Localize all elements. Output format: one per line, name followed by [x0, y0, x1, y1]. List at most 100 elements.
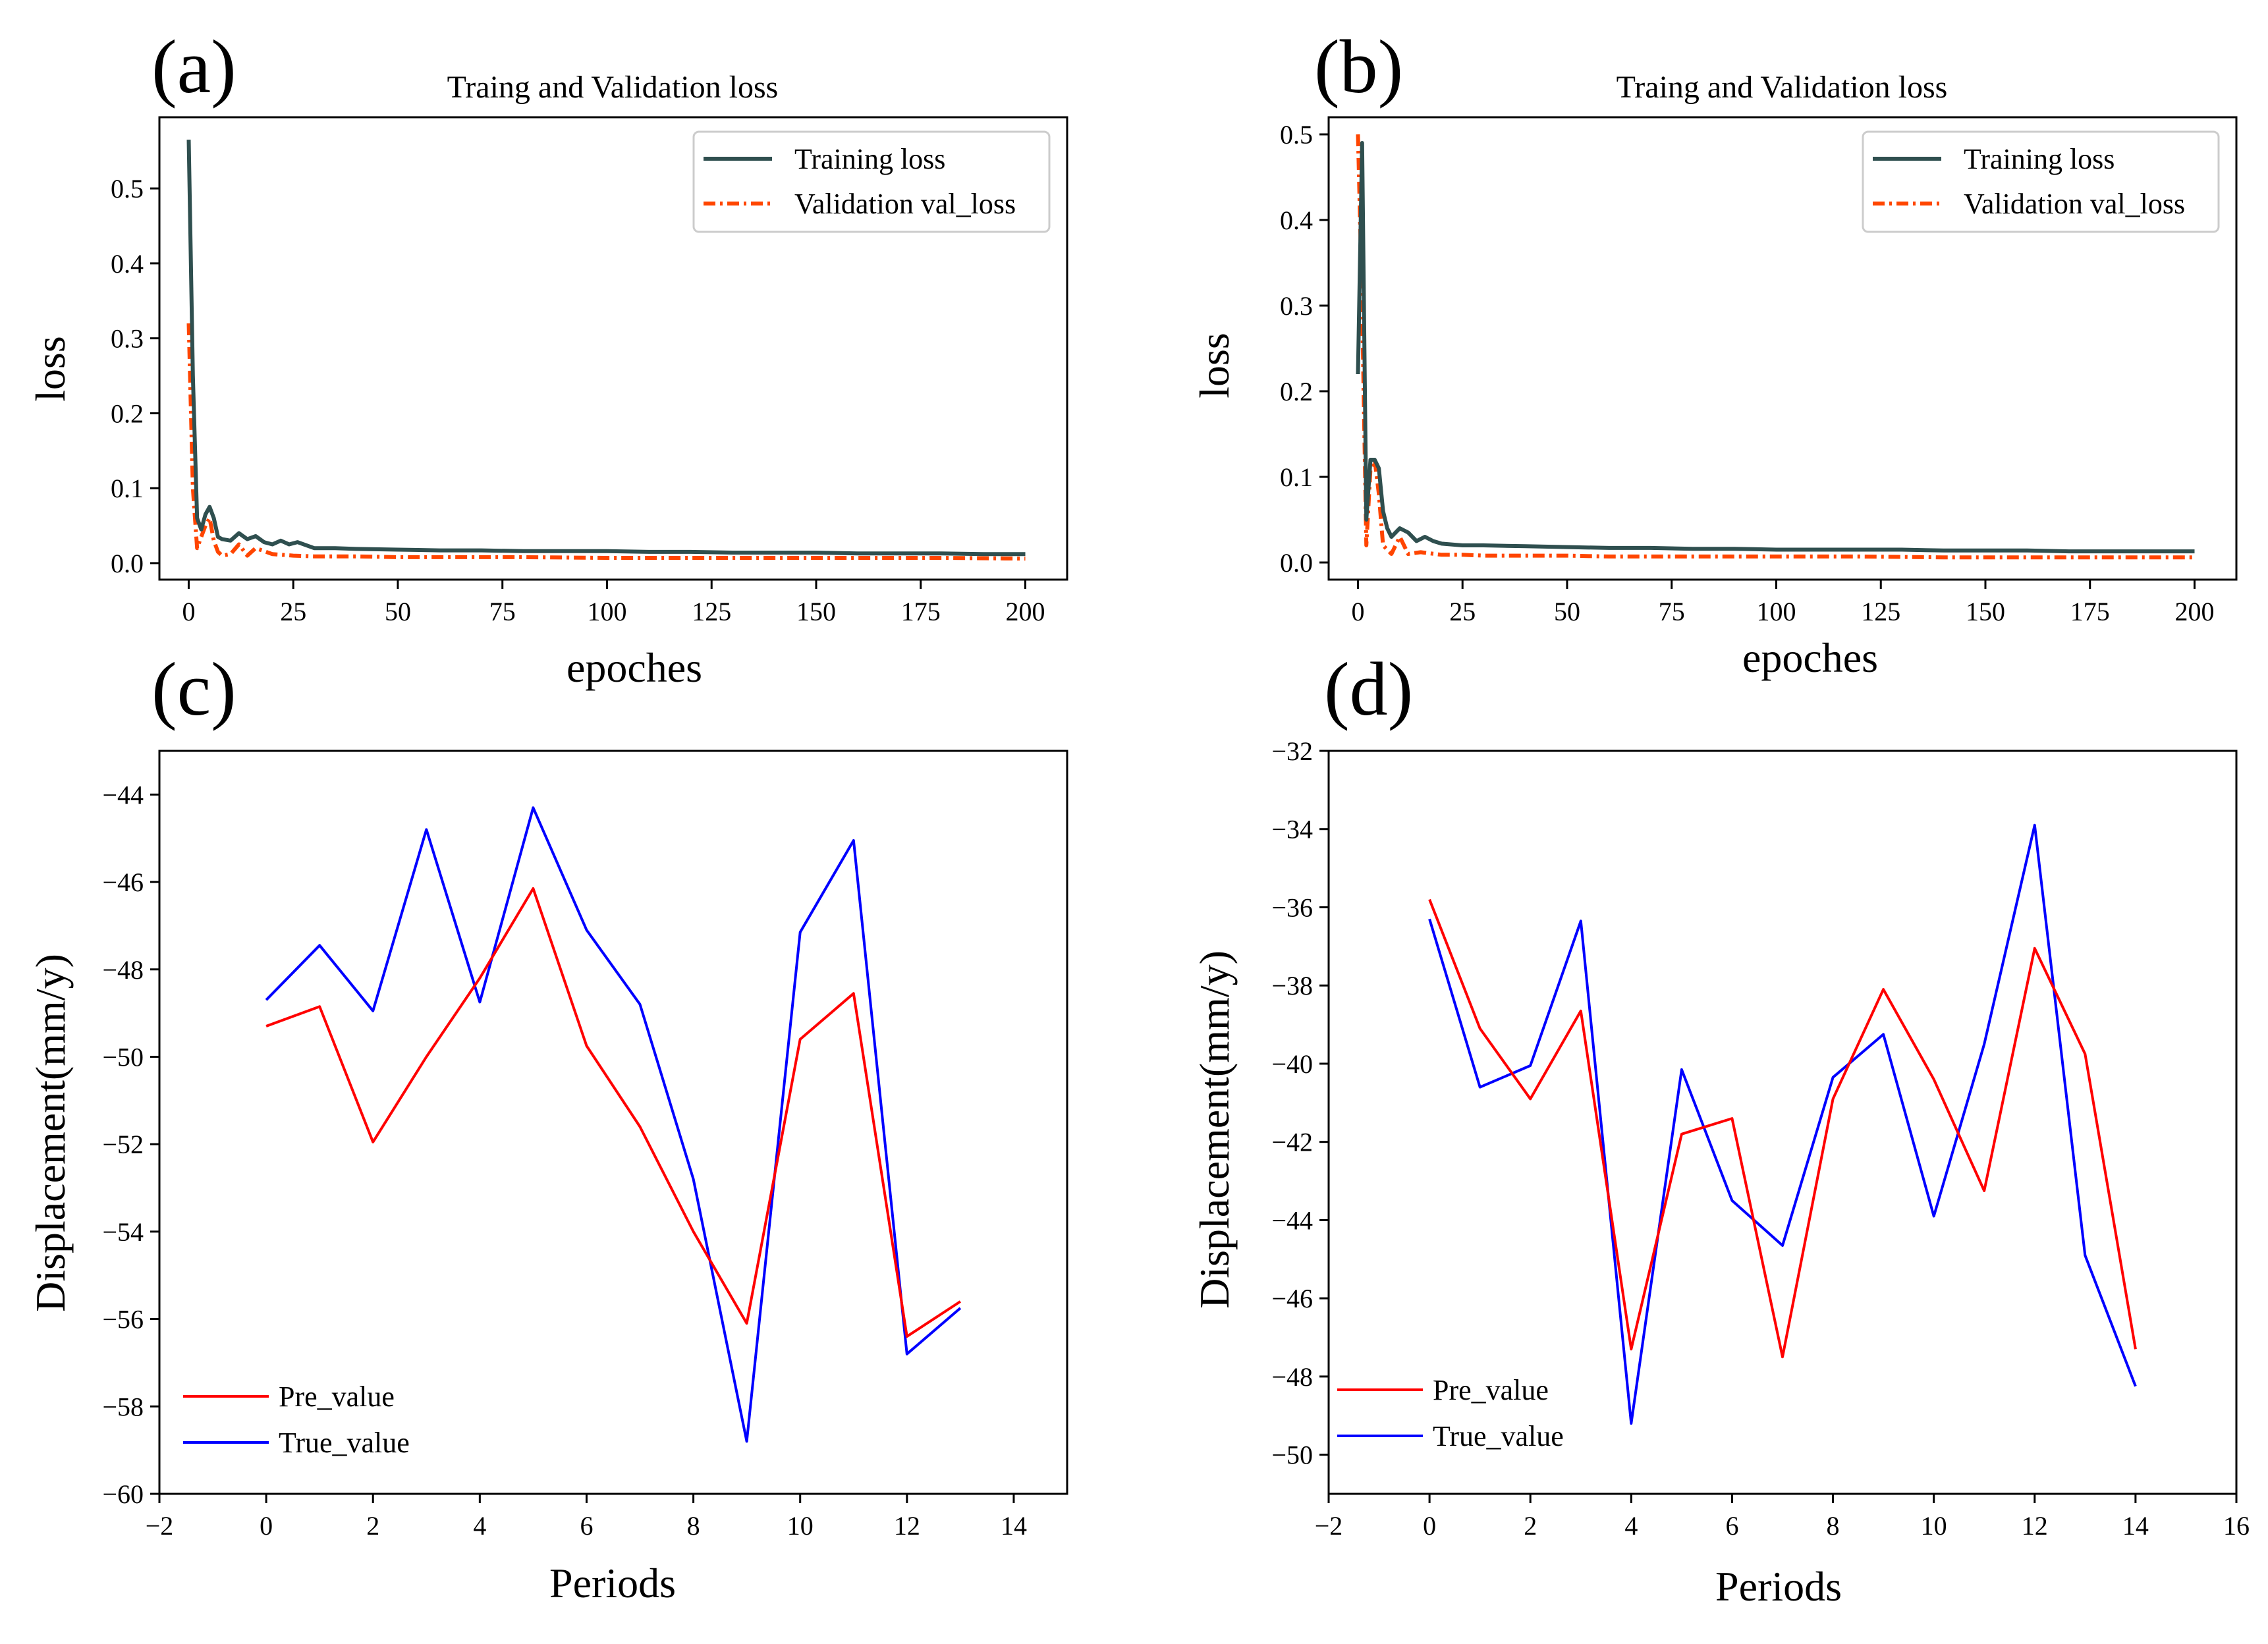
panel-a-xtick-label: 175	[901, 597, 941, 626]
panel-d-xlabel: Periods	[1715, 1563, 1842, 1610]
panel-b-ytick-label: 0.3	[1280, 291, 1313, 321]
panel-b-xtick-label: 50	[1554, 597, 1580, 626]
panel-b-xtick-label: 100	[1756, 597, 1796, 626]
panel-c-ytick-label: −48	[102, 955, 144, 985]
panel-c-ytick-label: −50	[102, 1042, 144, 1072]
panel-b-legend-box	[1862, 130, 2220, 233]
panel-d-ytick-label: −32	[1271, 736, 1313, 766]
panel-c-ylabel: Displacement(mm/y)	[27, 954, 74, 1312]
panel-d-xtick-label: −2	[1315, 1511, 1343, 1541]
panel-a-xtick-label: 75	[489, 597, 516, 626]
panel-d-ylabel: Displacement(mm/y)	[1191, 950, 1238, 1309]
panel-c-ytick-label: −60	[102, 1479, 144, 1509]
panel-b-label: (b)	[1314, 25, 1403, 109]
panel-b-legend-label-training: Training loss	[1964, 143, 2115, 175]
panel-c-xtick-label: −2	[146, 1511, 174, 1541]
panel-d-ytick-label: −48	[1271, 1362, 1313, 1392]
panel-d-ytick-label: −42	[1271, 1128, 1313, 1157]
panel-b-xtick-label: 25	[1449, 597, 1476, 626]
panel-d-series-true-value	[1428, 823, 2137, 1425]
panel-a-ytick-label: 0.2	[111, 398, 144, 428]
panel-a-xtick-label: 25	[280, 597, 306, 626]
panel-c-xtick-label: 2	[366, 1511, 379, 1541]
panel-a-xtick-label: 0	[182, 597, 195, 626]
panel-d-xtick-label: 16	[2223, 1511, 2250, 1541]
panel-d-ytick-label: −38	[1271, 971, 1313, 1000]
panel-a-xtick-label: 200	[1005, 597, 1045, 626]
panel-c-ytick-label: −56	[102, 1305, 144, 1334]
panel-d-xtick-label: 8	[1827, 1511, 1840, 1541]
panel-a-xtick-label: 150	[796, 597, 836, 626]
panel-b-xlabel: epoches	[1742, 634, 1878, 681]
panel-a-xlabel: epoches	[567, 644, 702, 691]
panel-b-ylabel: loss	[1191, 333, 1238, 398]
panel-c-xtick-label: 12	[894, 1511, 920, 1541]
panel-a-xtick-label: 100	[587, 597, 626, 626]
panel-d-legend-label-pre: Pre_value	[1433, 1374, 1549, 1406]
panel-c-series-true-value	[265, 806, 962, 1443]
panel-b-title: Traing and Validation loss	[1617, 70, 1948, 105]
panel-b-xtick-label: 0	[1351, 597, 1364, 626]
panel-b-ytick-label: 0.4	[1280, 206, 1313, 235]
panel-c-ytick-label: −52	[102, 1130, 144, 1159]
panel-c-legend: Pre_value True_value	[183, 1381, 410, 1459]
panel-d-ytick-label: −36	[1271, 892, 1313, 922]
panel-b-ytick-label: 0.0	[1280, 548, 1313, 578]
panel-a-xtick-label: 50	[385, 597, 411, 626]
panel-c-legend-label-pre: Pre_value	[279, 1381, 395, 1413]
panel-d-plot-frame	[1327, 750, 2238, 1495]
panel-b-xtick-label: 75	[1659, 597, 1685, 626]
panel-b-series-validation-val-loss	[1356, 134, 2195, 560]
panel-a-xtick-label: 125	[692, 597, 731, 626]
panel-a-ytick-label: 0.3	[111, 324, 144, 354]
panel-d-ytick-label: −44	[1271, 1205, 1313, 1235]
panel-d-ytick-label: −34	[1271, 815, 1313, 844]
panel-a-legend-label-validation: Validation val_loss	[794, 188, 1016, 220]
panel-c-ytick-label: −54	[102, 1217, 144, 1247]
panel-c-ytick-label: −58	[102, 1392, 144, 1421]
panel-d-xtick-label: 10	[1921, 1511, 1947, 1541]
panel-c-series-pre-value	[265, 887, 961, 1338]
panel-c-xtick-label: 6	[580, 1511, 593, 1541]
panel-b-xtick-label: 200	[2174, 597, 2214, 626]
panel-b-ytick-label: 0.2	[1280, 377, 1313, 406]
panel-c-xtick-label: 14	[1001, 1511, 1027, 1541]
panel-a-legend-label-training: Training loss	[794, 143, 945, 175]
panel-d-label: (d)	[1324, 647, 1413, 732]
panel-c: (c) Periods Displacement(mm/y) Pre_value…	[27, 647, 1068, 1606]
panel-a-series-validation-val-loss	[186, 323, 1026, 561]
panel-c-xtick-label: 4	[473, 1511, 486, 1541]
panel-d-xtick-label: 2	[1524, 1511, 1537, 1541]
panel-a: (a) Traing and Validation loss epoches l…	[27, 25, 1068, 691]
panel-b-ytick-label: 0.1	[1280, 462, 1313, 492]
panel-a-title: Traing and Validation loss	[447, 70, 779, 105]
panel-a-ytick-label: 0.5	[111, 174, 144, 204]
panel-c-plot-frame	[158, 750, 1068, 1495]
panel-b-legend-label-validation: Validation val_loss	[1964, 188, 2185, 220]
panel-a-label: (a)	[152, 25, 236, 109]
panel-d-xtick-label: 4	[1624, 1511, 1638, 1541]
panel-b-xtick-label: 150	[1966, 597, 2005, 626]
panel-d-xtick-label: 14	[2122, 1511, 2149, 1541]
panel-d-ytick-label: −40	[1271, 1049, 1313, 1079]
panel-c-ytick-label: −46	[102, 867, 144, 897]
panel-d-series-pre-value	[1428, 898, 2137, 1359]
panel-a-legend-box	[692, 130, 1051, 233]
panel-a-series-training-loss	[186, 140, 1026, 557]
panel-d-xtick-label: 12	[2022, 1511, 2048, 1541]
panel-a-ylabel: loss	[27, 336, 74, 402]
panel-d-ytick-label: −46	[1271, 1284, 1313, 1313]
panel-d-legend: Pre_value True_value	[1337, 1374, 1564, 1452]
panel-d-legend-label-true: True_value	[1433, 1420, 1564, 1452]
panel-d-xtick-label: 0	[1423, 1511, 1436, 1541]
panel-d: (d) Periods Displacement(mm/y) Pre_value…	[1191, 647, 2250, 1610]
panel-a-ytick-label: 0.4	[111, 249, 144, 279]
panel-b-xtick-label: 125	[1861, 597, 1900, 626]
panel-b-series-training-loss	[1356, 141, 2195, 554]
panel-c-label: (c)	[152, 647, 236, 732]
panel-b-ytick-label: 0.5	[1280, 120, 1313, 150]
panel-d-xtick-label: 6	[1725, 1511, 1738, 1541]
panel-b-legend: Training loss Validation val_loss	[1862, 130, 2220, 233]
panel-b-xtick-label: 175	[2070, 597, 2110, 626]
panel-c-legend-label-true: True_value	[279, 1427, 410, 1459]
